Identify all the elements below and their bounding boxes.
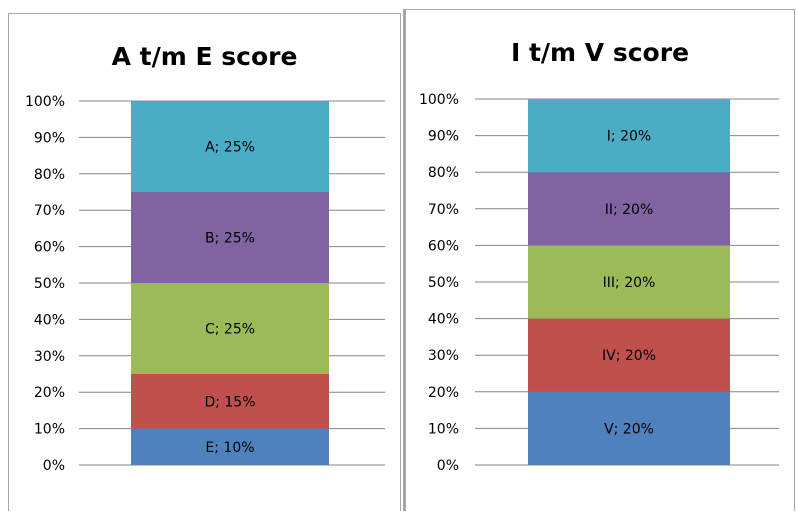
y-tick-label: 80% xyxy=(428,165,459,181)
bar-segment-iii xyxy=(528,245,730,319)
chart-plot-left: 0% 10% 20% 30% 40% 50% 60% 70% 80% 90% 100% E; 10% D… xyxy=(25,94,385,474)
data-label: C; 25% xyxy=(205,322,255,338)
y-tick-label: 40% xyxy=(34,312,65,328)
data-label: A; 25% xyxy=(205,140,255,156)
y-tick-label: 60% xyxy=(34,240,65,256)
chart-title: I t/m V score xyxy=(510,38,690,67)
y-tick-label: 100% xyxy=(419,92,459,108)
y-tick-label: 50% xyxy=(428,275,459,291)
chart-plot-right: 0% 10% 20% 30% 40% 50% 60% 70% 80% 90% 100% V; 20% I… xyxy=(419,92,779,474)
y-tick-label: 30% xyxy=(34,349,65,365)
bar-segment-d xyxy=(131,374,329,429)
bar-segment-b xyxy=(131,192,329,283)
bar-segment-c xyxy=(131,283,329,374)
y-tick-label: 20% xyxy=(34,385,65,401)
y-tick-label: 70% xyxy=(34,203,65,219)
y-tick-label: 0% xyxy=(437,458,459,474)
chart-panel-left: A t/m E score 0% 10% 20% 30% 40% 50% 60% 70% 80%… xyxy=(8,13,401,511)
data-label: D; 15% xyxy=(204,394,255,410)
data-label: II; 20% xyxy=(605,202,654,218)
y-tick-label: 100% xyxy=(25,94,65,110)
bar-segment-i xyxy=(528,99,730,173)
y-tick-label: 0% xyxy=(43,458,65,474)
data-label: I; 20% xyxy=(607,129,651,145)
data-label: III; 20% xyxy=(603,275,656,291)
bar-segment-a xyxy=(131,101,329,192)
bar-segment-e xyxy=(131,428,329,465)
chart-panel-right: I t/m V score 0% 10% 20% 30% 40% 50% 60% 70% 80%… xyxy=(403,9,795,511)
data-label: B; 25% xyxy=(205,231,255,247)
y-tick-label: 40% xyxy=(428,312,459,328)
bar-segment-v xyxy=(528,391,730,465)
y-tick-label: 60% xyxy=(428,238,459,254)
y-tick-label: 10% xyxy=(34,422,65,438)
bar-segment-ii xyxy=(528,172,730,246)
y-tick-label: 80% xyxy=(34,167,65,183)
y-tick-label: 20% xyxy=(428,385,459,401)
y-tick-label: 90% xyxy=(34,130,65,146)
y-tick-label: 10% xyxy=(428,421,459,437)
y-tick-label: 70% xyxy=(428,202,459,218)
y-tick-label: 30% xyxy=(428,348,459,364)
data-label: V; 20% xyxy=(604,421,654,437)
y-tick-label: 50% xyxy=(34,276,65,292)
chart-title: A t/m E score xyxy=(111,42,298,71)
bar-segment-iv xyxy=(528,318,730,392)
y-tick-label: 90% xyxy=(428,129,459,145)
data-label: E; 10% xyxy=(205,440,254,456)
data-label: IV; 20% xyxy=(602,348,656,364)
